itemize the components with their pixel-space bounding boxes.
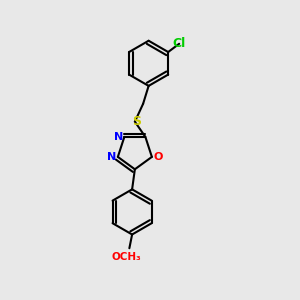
Text: OCH₃: OCH₃	[112, 251, 142, 262]
Text: N: N	[114, 132, 123, 142]
Text: O: O	[153, 152, 163, 162]
Text: Cl: Cl	[172, 37, 186, 50]
Text: S: S	[132, 115, 141, 128]
Text: N: N	[107, 152, 116, 162]
